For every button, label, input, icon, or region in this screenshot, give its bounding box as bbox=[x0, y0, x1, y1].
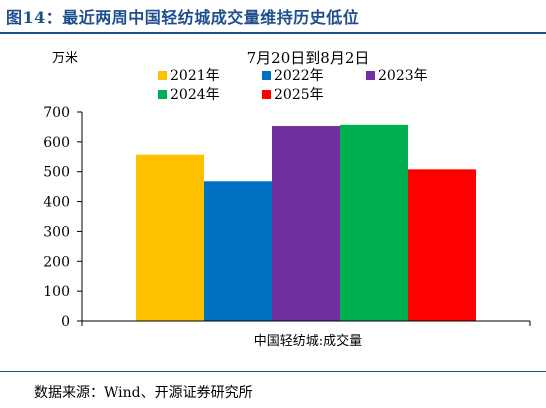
bar-2 bbox=[204, 181, 272, 321]
legend-label-4: 2024年 bbox=[170, 87, 220, 103]
legend-swatch-1 bbox=[158, 71, 167, 80]
chart-title: 7月20日到8月2日 bbox=[247, 49, 370, 67]
y-tick-label: 600 bbox=[43, 135, 70, 151]
legend-label-1: 2021年 bbox=[170, 68, 220, 84]
bar-3 bbox=[272, 126, 340, 321]
y-tick-label: 100 bbox=[43, 284, 70, 300]
y-tick-label: 300 bbox=[43, 224, 70, 240]
y-axis-label: 万米 bbox=[52, 51, 78, 66]
figure-title: 图14：最近两周中国轻纺城成交量维持历史低位 bbox=[6, 8, 360, 27]
legend-swatch-4 bbox=[158, 90, 167, 99]
bar-5 bbox=[408, 169, 476, 321]
legend: 2021年 2022年 2023年 2024年 2025年 bbox=[158, 68, 428, 103]
y-tick-label: 500 bbox=[43, 165, 70, 181]
y-tick-label: 200 bbox=[43, 254, 70, 270]
bar-4 bbox=[340, 124, 408, 322]
legend-label-5: 2025年 bbox=[274, 87, 324, 103]
y-tick-label: 400 bbox=[43, 195, 70, 211]
bars bbox=[136, 124, 476, 322]
y-tick-label: 0 bbox=[61, 314, 70, 330]
source-note: 数据来源：Wind、开源证券研究所 bbox=[34, 385, 253, 401]
y-axis: 0 100 200 300 400 500 600 700 bbox=[43, 105, 531, 330]
x-axis-label: 中国轻纺城:成交量 bbox=[254, 333, 362, 349]
title-rule bbox=[0, 32, 546, 34]
source-rule bbox=[0, 371, 546, 372]
legend-swatch-3 bbox=[366, 71, 375, 80]
legend-swatch-5 bbox=[262, 90, 271, 99]
legend-label-2: 2022年 bbox=[274, 68, 324, 84]
y-tick-label: 700 bbox=[43, 105, 70, 121]
bar-1 bbox=[136, 154, 204, 321]
legend-label-3: 2023年 bbox=[378, 68, 428, 84]
legend-swatch-2 bbox=[262, 71, 271, 80]
